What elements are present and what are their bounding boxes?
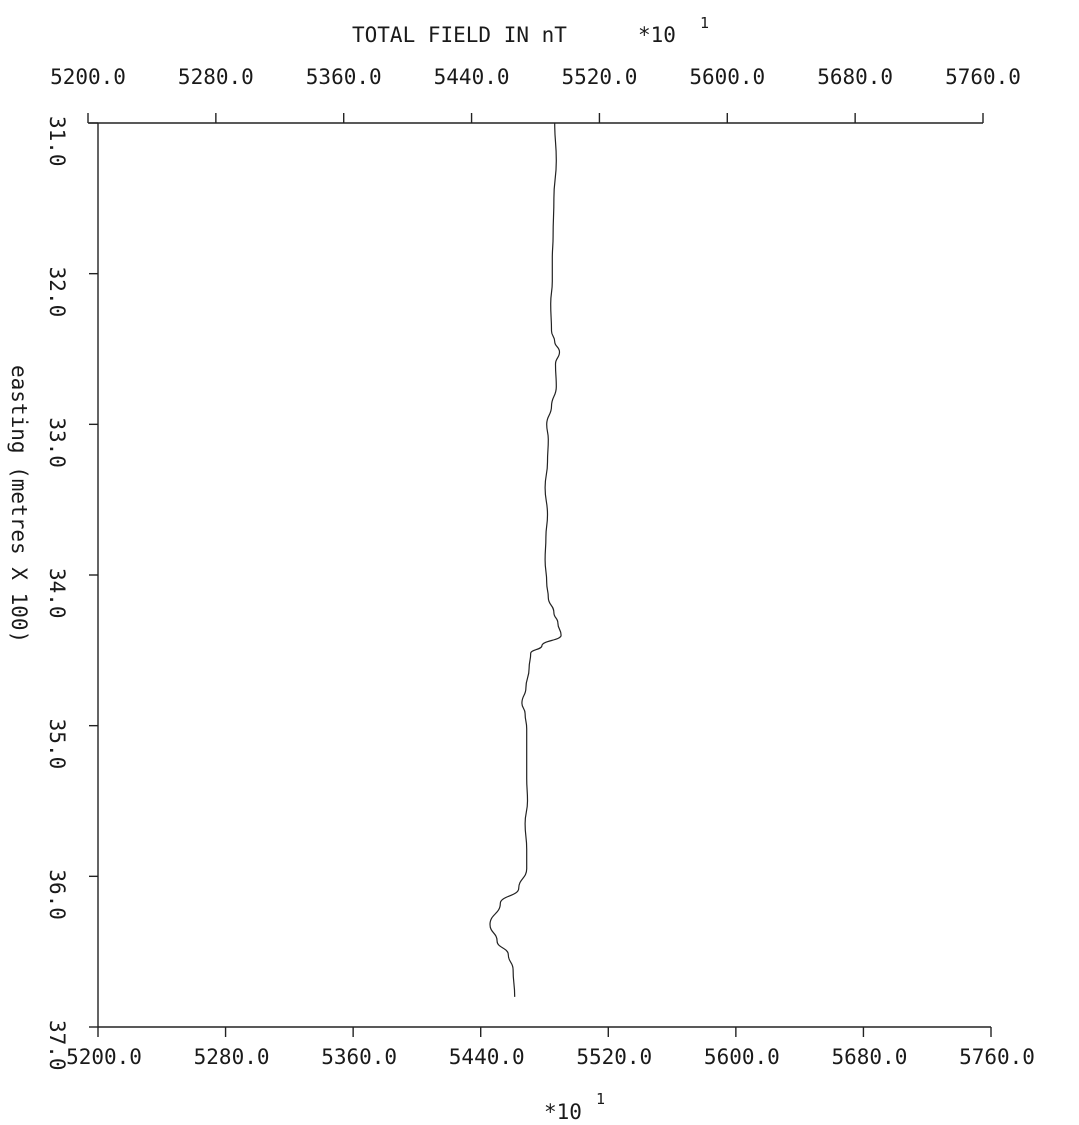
bottom-tick-label: 5520.0 — [576, 1045, 652, 1069]
top-x-axis: 5200.0 5280.0 5360.0 5440.0 5520.0 5600.0 5680… — [50, 65, 1021, 123]
y-tick-label: 35.0 — [45, 719, 69, 770]
bottom-tick-label: 5440.0 — [449, 1045, 525, 1069]
bottom-tick-label: 5200.0 — [66, 1045, 142, 1069]
y-tick-label: 33.0 — [45, 417, 69, 468]
total-field-profile-line — [489, 122, 562, 997]
y-tick-label: 36.0 — [45, 869, 69, 920]
top-tick-label: 5520.0 — [561, 65, 637, 89]
top-tick-label: 5760.0 — [945, 65, 1021, 89]
y-tick-label: 31.0 — [45, 116, 69, 167]
left-y-axis: 31.0 32.0 33.0 34.0 35.0 36.0 37.0 — [45, 116, 98, 1071]
bottom-tick-label: 5680.0 — [831, 1045, 907, 1069]
chart-title: TOTAL FIELD IN nT — [352, 23, 567, 47]
y-axis-label: easting (metres X 100) — [7, 365, 31, 643]
top-tick-label: 5360.0 — [306, 65, 382, 89]
x-axis-multiplier: *10 — [544, 1100, 582, 1124]
bottom-tick-label: 5760.0 — [959, 1045, 1035, 1069]
bottom-tick-label: 5600.0 — [704, 1045, 780, 1069]
top-tick-label: 5280.0 — [178, 65, 254, 89]
top-tick-label: 5680.0 — [817, 65, 893, 89]
title-multiplier-exponent: 1 — [700, 14, 709, 32]
bottom-x-axis: 5200.0 5280.0 5360.0 5440.0 5520.0 5600.0 5680… — [66, 1027, 1035, 1069]
title-multiplier: *10 — [638, 23, 676, 47]
plot-frame — [88, 122, 991, 1028]
series-layer — [489, 122, 562, 997]
top-tick-label: 5600.0 — [689, 65, 765, 89]
y-tick-label: 34.0 — [45, 568, 69, 619]
y-tick-label: 37.0 — [45, 1020, 69, 1071]
y-tick-label: 32.0 — [45, 267, 69, 318]
x-axis-multiplier-exponent: 1 — [596, 1090, 605, 1108]
bottom-tick-label: 5360.0 — [321, 1045, 397, 1069]
top-tick-label: 5440.0 — [434, 65, 510, 89]
top-tick-label: 5200.0 — [50, 65, 126, 89]
bottom-tick-label: 5280.0 — [194, 1045, 270, 1069]
